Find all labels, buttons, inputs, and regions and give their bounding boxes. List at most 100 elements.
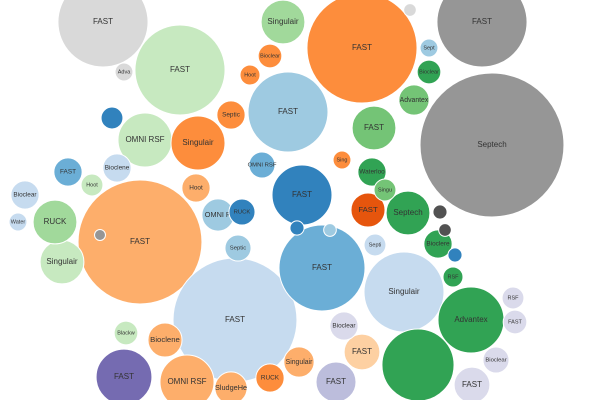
bubble-label: Singulair [46, 257, 77, 266]
bubble-label: Sept [423, 45, 435, 51]
bubble [419, 72, 565, 218]
bubble-label: SludgeHe [215, 383, 247, 392]
bubble-label: Advantex [454, 315, 487, 324]
bubble [57, 0, 149, 68]
bubble-label: Sing [336, 157, 347, 163]
bubble [260, 0, 306, 45]
bubble [385, 190, 431, 236]
bubble [416, 59, 442, 85]
bubble [248, 151, 276, 179]
bubble-label: Bioclere [426, 241, 450, 248]
bubble [453, 366, 491, 400]
bubble-label: FAST [508, 319, 522, 325]
bubble-label: FAST [326, 377, 346, 386]
bubble [147, 322, 183, 358]
bubble [53, 157, 83, 187]
bubble [114, 62, 134, 82]
bubble [10, 180, 40, 210]
bubble [357, 157, 387, 187]
bubble-label: Septech [393, 208, 422, 217]
bubble [181, 173, 211, 203]
bubble [381, 328, 455, 400]
bubble [216, 100, 246, 130]
bubble-label: Septic [222, 112, 241, 119]
bubble [170, 115, 226, 171]
bubble-label: FAST [278, 107, 298, 116]
bubble-label: Singulair [286, 359, 313, 366]
bubble [113, 320, 139, 346]
bubble [8, 212, 28, 232]
bubble-label: Hoot [189, 185, 203, 192]
bubble [432, 204, 448, 220]
bubble-label: FAST [114, 372, 134, 381]
bubble [419, 38, 439, 58]
bubble [95, 348, 153, 400]
bubble [482, 346, 510, 374]
bubble-label: FAST [170, 65, 190, 74]
bubble [257, 43, 283, 69]
bubble [239, 64, 261, 86]
bubble-label: Adva [118, 69, 131, 75]
bubble-label: RSF [508, 295, 520, 301]
bubble-label: Hoot [86, 182, 98, 188]
bubble-label: FAST [292, 190, 312, 199]
bubble [447, 247, 463, 263]
bubble-label: Bioclene [150, 335, 180, 344]
bubble-label: RUCK [44, 217, 67, 226]
bubble [134, 24, 226, 116]
bubble [224, 234, 252, 262]
bubble-label: Water [11, 219, 26, 225]
bubble-label: Bioclear [485, 358, 506, 364]
bubble-label: FAST [60, 169, 76, 176]
bubble-label: OMNI RSF [167, 377, 206, 386]
bubble [32, 199, 78, 245]
bubble [329, 311, 359, 341]
bubble-label: FAST [352, 43, 372, 52]
bubble [289, 220, 305, 236]
bubble-label: OMNI RSF [125, 135, 164, 144]
bubble [350, 192, 386, 228]
bubble [398, 84, 430, 116]
bubble-label: OMNI RSF [248, 163, 277, 169]
bubble [403, 3, 417, 17]
bubble-label: Bioclear [332, 323, 356, 330]
bubble-label: Bioclear [13, 192, 37, 199]
bubble [80, 173, 104, 197]
bubble [423, 229, 453, 259]
bubble-label: FAST [472, 17, 492, 26]
bubble-label: Bioclear [260, 53, 280, 59]
bubble-label: Septech [477, 140, 506, 149]
bubble [315, 361, 357, 400]
bubble [283, 346, 315, 378]
bubble [306, 0, 418, 104]
bubble [502, 309, 528, 335]
bubble [94, 229, 106, 241]
bubble-label: Bioclear [419, 69, 439, 75]
bubble [442, 266, 464, 288]
bubble [436, 0, 528, 68]
bubble [323, 223, 337, 237]
bubble [501, 286, 525, 310]
bubble-label: RUCK [234, 210, 251, 216]
bubble [102, 153, 132, 183]
bubble-label: Septic [230, 246, 246, 252]
bubble-label: Singulair [267, 17, 298, 26]
bubble [255, 363, 285, 393]
bubble-label: FAST [358, 205, 378, 214]
bubble [214, 371, 248, 400]
bubble-label: Bioclene [105, 165, 130, 172]
bubble-label: OMNI R [205, 210, 231, 219]
bubble-label: Blackw [117, 330, 134, 336]
bubble [373, 178, 397, 202]
bubble [247, 71, 329, 153]
bubble-label: Waterloo [359, 169, 385, 176]
bubble-label: Singulair [388, 287, 419, 296]
bubble [159, 354, 215, 400]
bubble-label: FAST [130, 237, 150, 246]
bubble [332, 150, 352, 170]
bubble-label: Advantex [400, 97, 429, 104]
bubble-label: Hoot [244, 72, 256, 78]
bubble-label: RSF [448, 274, 460, 280]
bubble [343, 333, 381, 371]
